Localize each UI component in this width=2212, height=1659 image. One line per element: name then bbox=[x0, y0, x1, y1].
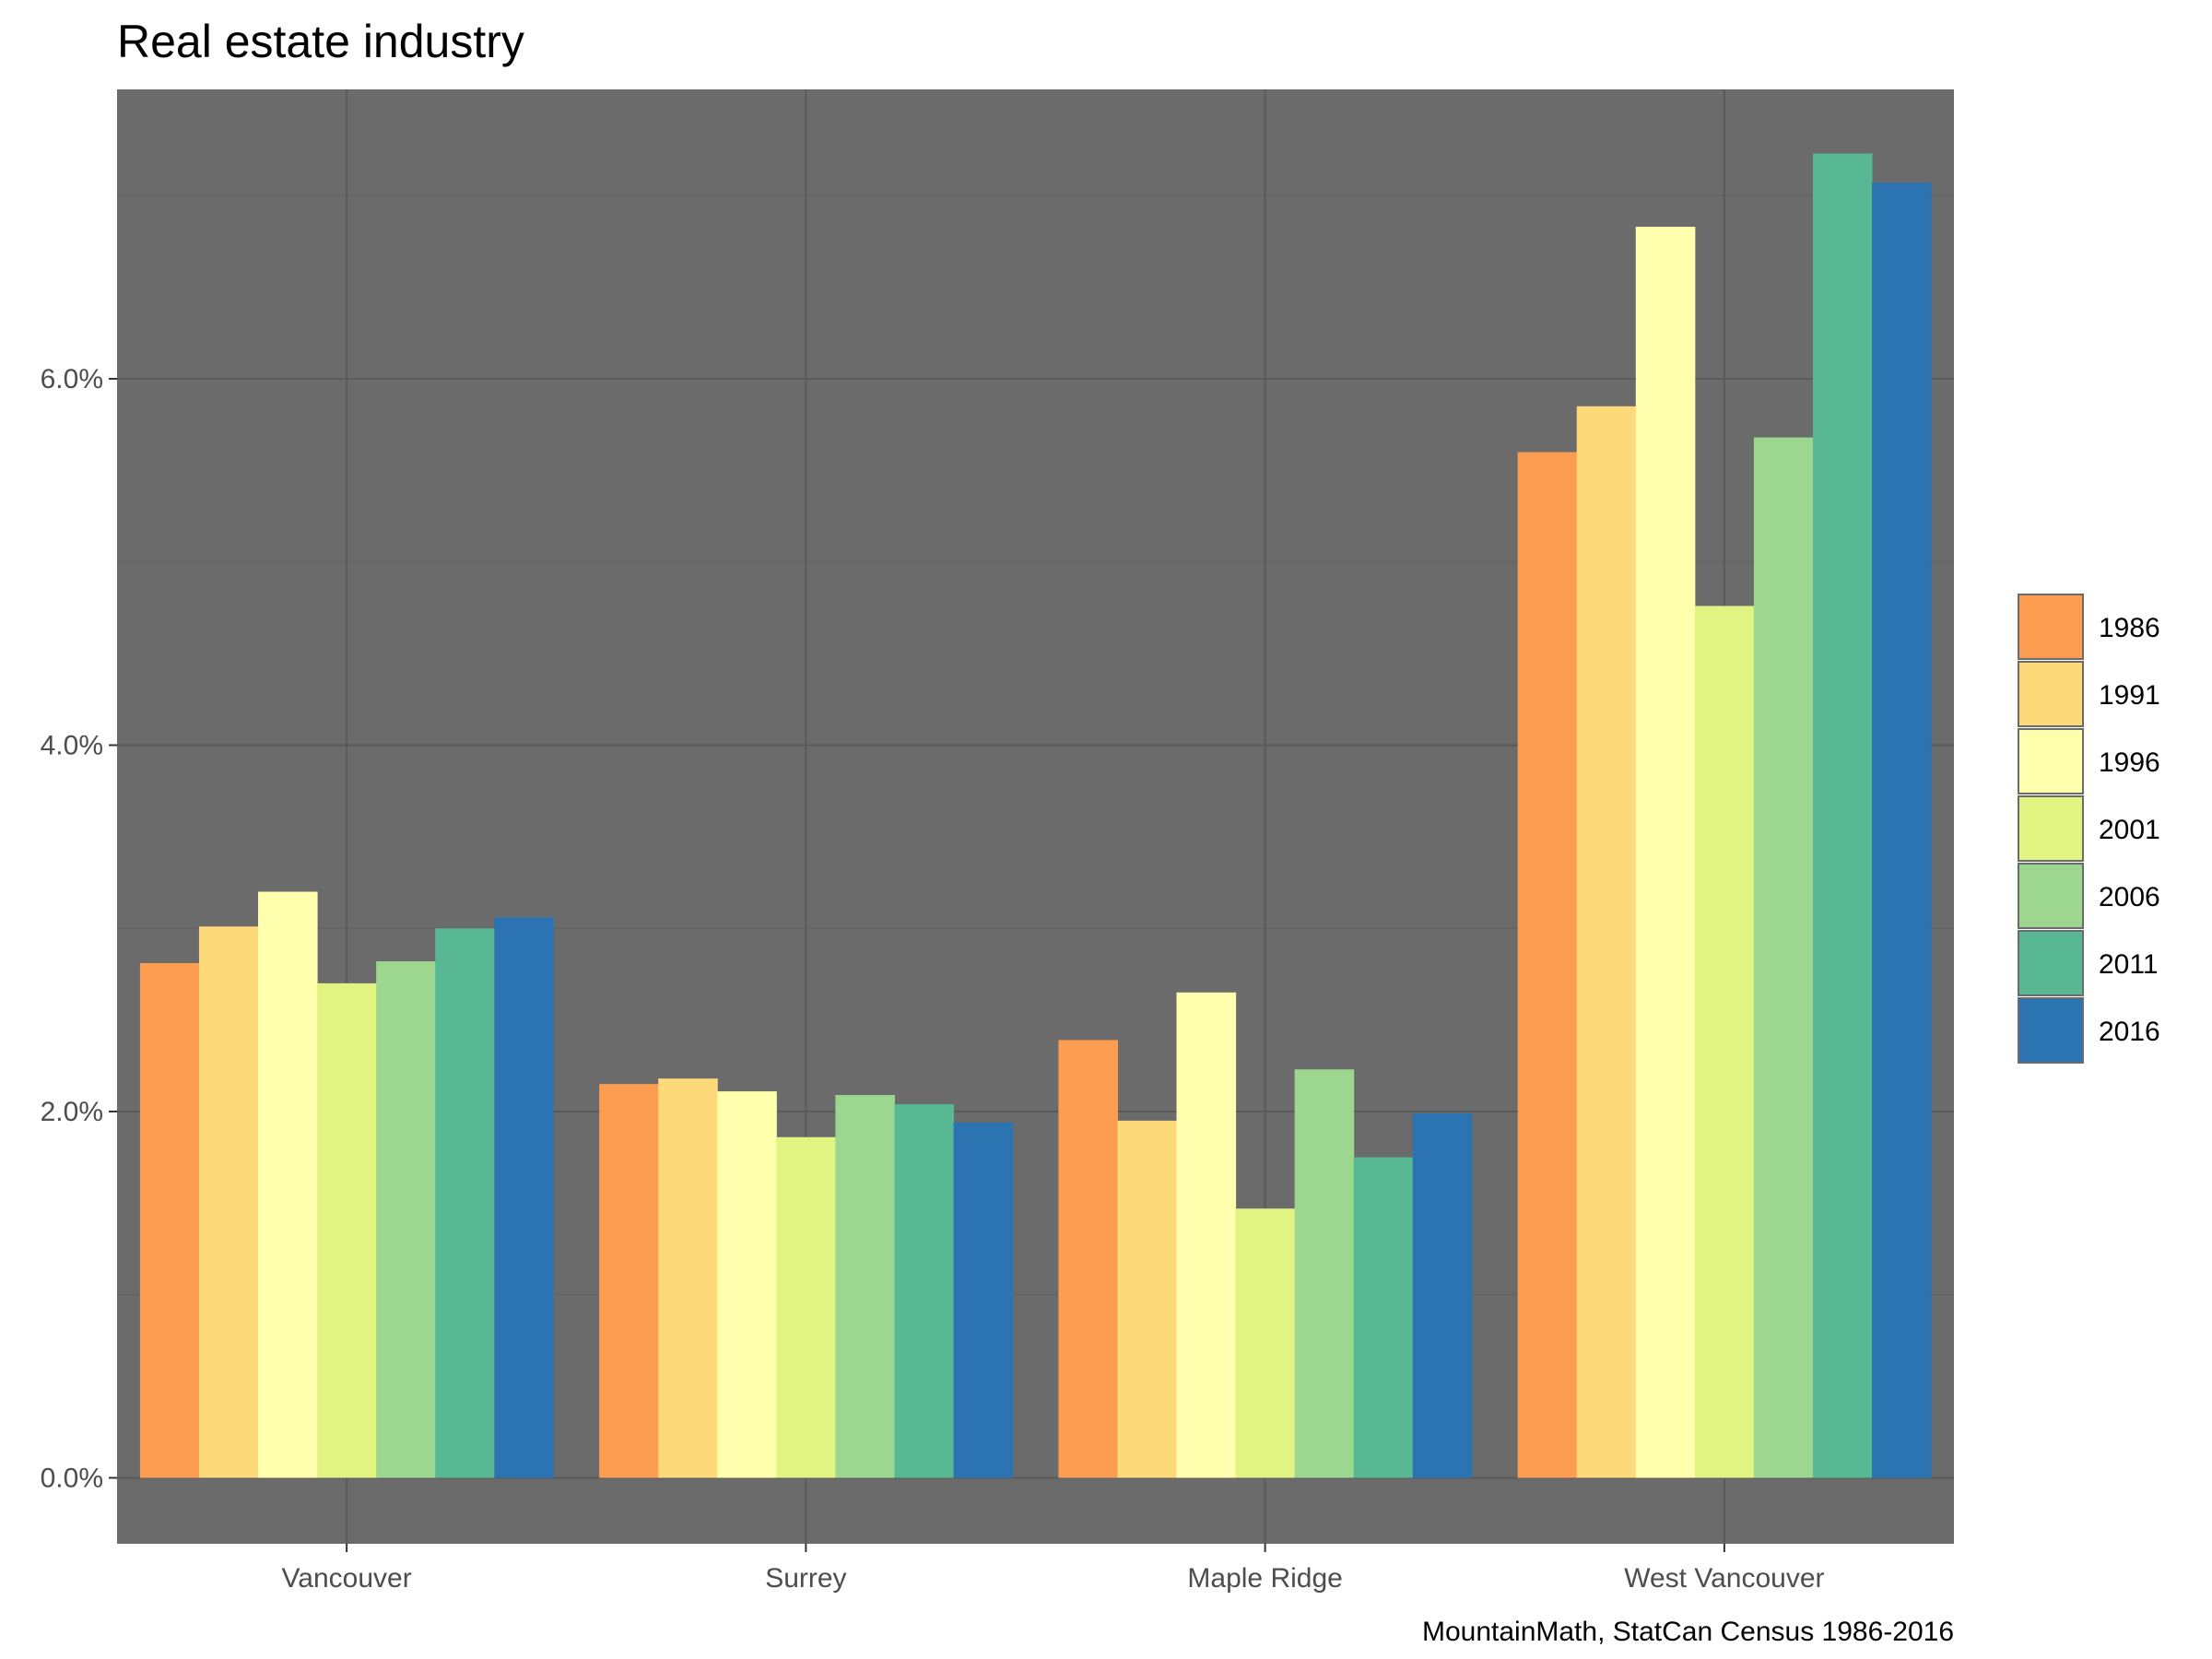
x-tick-label: West Vancouver bbox=[1624, 1563, 1824, 1594]
bar-vancouver-1996 bbox=[258, 891, 318, 1478]
y-tick-label: 4.0% bbox=[41, 730, 103, 760]
legend-key-2016 bbox=[2018, 997, 2084, 1064]
legend-key-2011 bbox=[2018, 930, 2084, 996]
x-tick-label: Surrey bbox=[765, 1563, 846, 1594]
bar-maple-ridge-1986 bbox=[1058, 1040, 1118, 1478]
legend-label-1991: 1991 bbox=[2099, 680, 2160, 711]
bar-surrey-2016 bbox=[953, 1122, 1014, 1478]
legend-key-1996 bbox=[2018, 728, 2084, 794]
bar-vancouver-2006 bbox=[376, 961, 436, 1478]
bar-vancouver-2016 bbox=[494, 917, 554, 1478]
bar-west-vancouver-2001 bbox=[1694, 606, 1755, 1478]
legend-key-2006 bbox=[2018, 863, 2084, 929]
legend-label-1996: 1996 bbox=[2099, 747, 2160, 778]
bar-west-vancouver-2016 bbox=[1872, 182, 1932, 1478]
legend-key-1991 bbox=[2018, 661, 2084, 727]
x-tick-label: Vancouver bbox=[282, 1563, 412, 1594]
y-tick-label: 0.0% bbox=[41, 1463, 103, 1493]
y-tick-label: 2.0% bbox=[41, 1097, 103, 1127]
y-axis: 0.0% 2.0% 4.0% 6.0% bbox=[41, 364, 117, 1493]
legend-label-2006: 2006 bbox=[2099, 882, 2160, 912]
bar-maple-ridge-2001 bbox=[1235, 1208, 1296, 1478]
legend-key-1986 bbox=[2018, 594, 2084, 660]
bars bbox=[139, 153, 1932, 1478]
legend-label-2016: 2016 bbox=[2099, 1017, 2160, 1047]
bar-west-vancouver-2011 bbox=[1812, 153, 1873, 1478]
bar-vancouver-1986 bbox=[139, 962, 200, 1478]
bar-west-vancouver-2006 bbox=[1753, 437, 1814, 1478]
bar-maple-ridge-2016 bbox=[1412, 1112, 1473, 1478]
bar-west-vancouver-1996 bbox=[1635, 227, 1696, 1478]
legend-label-2011: 2011 bbox=[2099, 949, 2159, 980]
bar-west-vancouver-1986 bbox=[1517, 452, 1578, 1478]
bar-surrey-2011 bbox=[894, 1104, 955, 1478]
bar-maple-ridge-2006 bbox=[1294, 1069, 1355, 1478]
bar-surrey-2001 bbox=[776, 1136, 836, 1478]
bar-west-vancouver-1991 bbox=[1576, 406, 1637, 1478]
y-tick-label: 6.0% bbox=[41, 364, 103, 394]
x-tick-label: Maple Ridge bbox=[1187, 1563, 1342, 1594]
legend-label-1986: 1986 bbox=[2099, 613, 2160, 643]
bar-surrey-1991 bbox=[658, 1078, 718, 1478]
legend: 1986 1991 1996 2001 2006 2011 2016 bbox=[2018, 594, 2160, 1064]
bar-maple-ridge-2011 bbox=[1353, 1157, 1414, 1478]
bar-maple-ridge-1996 bbox=[1176, 992, 1237, 1478]
bar-surrey-1996 bbox=[717, 1091, 777, 1478]
bar-vancouver-1991 bbox=[198, 926, 259, 1478]
legend-key-2001 bbox=[2018, 795, 2084, 862]
chart-title: Real estate industry bbox=[117, 16, 524, 67]
bar-surrey-2006 bbox=[835, 1095, 895, 1478]
x-axis: Vancouver Surrey Maple Ridge West Vancouver bbox=[282, 1544, 1825, 1594]
chart-caption: MountainMath, StatCan Census 1986-2016 bbox=[1422, 1617, 1954, 1647]
bar-vancouver-2011 bbox=[435, 928, 495, 1478]
legend-label-2001: 2001 bbox=[2099, 815, 2160, 845]
bar-vancouver-2001 bbox=[317, 982, 377, 1478]
bar-maple-ridge-1991 bbox=[1117, 1120, 1178, 1478]
bar-surrey-1986 bbox=[599, 1084, 659, 1478]
